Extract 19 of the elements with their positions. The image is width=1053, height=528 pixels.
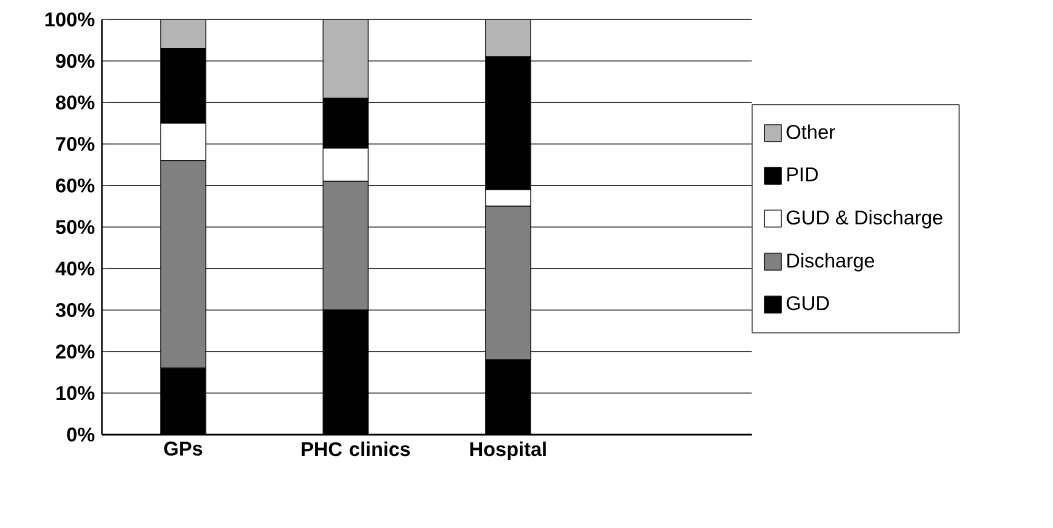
y-tick-label: 70% xyxy=(56,136,95,151)
y-tick-label: 40% xyxy=(55,261,95,276)
legend-label: Discharge xyxy=(787,252,875,272)
y-tick-label: 50% xyxy=(55,219,95,234)
legend-label: PID xyxy=(787,167,818,182)
y-tick-label: 30% xyxy=(55,302,95,317)
y-tick-label: 100% xyxy=(45,12,95,27)
y-tick-label: 0% xyxy=(67,427,95,442)
x-tick-label: PHC clinics xyxy=(301,441,410,457)
y-tick-label: 20% xyxy=(55,344,95,359)
x-tick-label: Hospital xyxy=(470,441,546,460)
y-tick-label: 10% xyxy=(56,385,95,400)
y-tick-label: 80% xyxy=(55,95,95,110)
legend-label: GUD & Discharge xyxy=(786,209,943,229)
legend-label: GUD xyxy=(786,296,829,311)
y-tick-label: 90% xyxy=(55,53,95,68)
x-tick-label: GPs xyxy=(164,441,203,456)
legend-label: Other xyxy=(786,124,836,139)
y-tick-label: 60% xyxy=(56,178,95,193)
